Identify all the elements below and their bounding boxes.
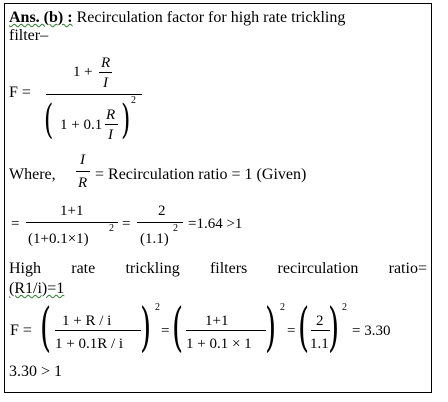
f3-t1-num: 1 + R / i xyxy=(62,313,112,329)
conclusion: 3.30 > 1 xyxy=(9,363,63,380)
where-frac-top: I xyxy=(80,152,85,168)
f3-lhs: F = xyxy=(10,322,32,339)
f3-eq2: = xyxy=(287,323,296,339)
f1-right-paren: ) xyxy=(121,97,131,143)
para-word: recirculation xyxy=(277,260,359,277)
f3-t1-rparen: ) xyxy=(140,298,152,358)
answer-heading: Ans. (b) : Recirculation factor for high… xyxy=(9,9,345,27)
f3-t3-bar xyxy=(311,330,330,331)
f1-num-plus: + xyxy=(84,64,93,80)
f2-result: =1.64 >1 xyxy=(188,216,243,232)
f1-num-frac-bar xyxy=(99,72,112,73)
answer-label: Ans. (b) : xyxy=(9,9,73,26)
f1-den-frac-bar xyxy=(105,124,118,125)
f3-t3-num: 2 xyxy=(316,313,324,329)
heading-text: Recirculation factor for high rate trick… xyxy=(76,9,346,26)
f2-frac2-exp: 2 xyxy=(173,223,178,234)
f1-num-one: 1 xyxy=(73,64,81,80)
f3-t1-den: 1 + 0.1R / i xyxy=(55,336,124,352)
f3-t2-den: 1 + 0.1 × 1 xyxy=(186,336,252,352)
f3-exp1: 2 xyxy=(155,302,160,313)
para-word: High xyxy=(9,260,41,277)
para-word: trickling xyxy=(125,260,180,277)
f2-frac2-den: (1.1) xyxy=(140,231,169,247)
para-word: ratio= xyxy=(388,260,427,277)
f1-den-one-pt: 1 + 0.1 xyxy=(60,117,103,133)
where-rest: = Recirculation ratio = 1 (Given) xyxy=(95,166,307,183)
heading-text-cont: filter– xyxy=(9,27,49,44)
f1-main-frac-bar xyxy=(46,94,142,95)
para-line2: (R1/i)=1 xyxy=(9,280,65,297)
para-word: filters xyxy=(209,260,248,277)
f2-frac1-exp: 2 xyxy=(109,223,114,234)
f2-eq2: = xyxy=(122,216,131,232)
f2-frac2-bar xyxy=(137,222,183,223)
f2-eq: = xyxy=(11,216,20,232)
f3-exp2: 2 xyxy=(280,302,285,313)
f2-frac1-den: (1+0.1×1) xyxy=(28,231,89,247)
f3-t2-lparen: ( xyxy=(172,298,184,358)
f2-frac1-bar xyxy=(26,222,118,223)
para-word: rate xyxy=(71,260,96,277)
f3-t1-bar xyxy=(55,330,141,331)
f3-t3-lparen: ( xyxy=(298,298,310,358)
where-frac-bar xyxy=(76,171,90,172)
f3-eq1: = xyxy=(161,323,170,339)
where-label: Where, xyxy=(9,166,56,183)
f1-left-paren: ( xyxy=(44,97,54,143)
f1-den-R: R xyxy=(106,107,116,123)
f1-num-R: R xyxy=(101,55,111,71)
f3-exp3: 2 xyxy=(342,302,347,313)
f3-t3-rparen: ) xyxy=(328,298,340,358)
answer-box xyxy=(4,3,432,393)
f3-t2-num: 1+1 xyxy=(205,313,229,329)
where-frac-bot: R xyxy=(78,175,88,191)
para-line1: High rate trickling filters recirculatio… xyxy=(9,260,427,278)
f2-frac2-num: 2 xyxy=(158,203,166,219)
f1-den-I: I xyxy=(108,127,113,143)
f1-num-I: I xyxy=(103,75,108,91)
f3-t2-rparen: ) xyxy=(265,298,277,358)
f1-den-exp: 2 xyxy=(131,95,136,106)
f3-t3-den: 1.1 xyxy=(310,336,329,352)
f1-lhs: F = xyxy=(9,84,31,101)
f3-t1-lparen: ( xyxy=(40,298,52,358)
f3-result: = 3.30 xyxy=(352,323,391,339)
f3-t2-bar xyxy=(186,330,266,331)
f2-frac1-num: 1+1 xyxy=(60,203,84,219)
